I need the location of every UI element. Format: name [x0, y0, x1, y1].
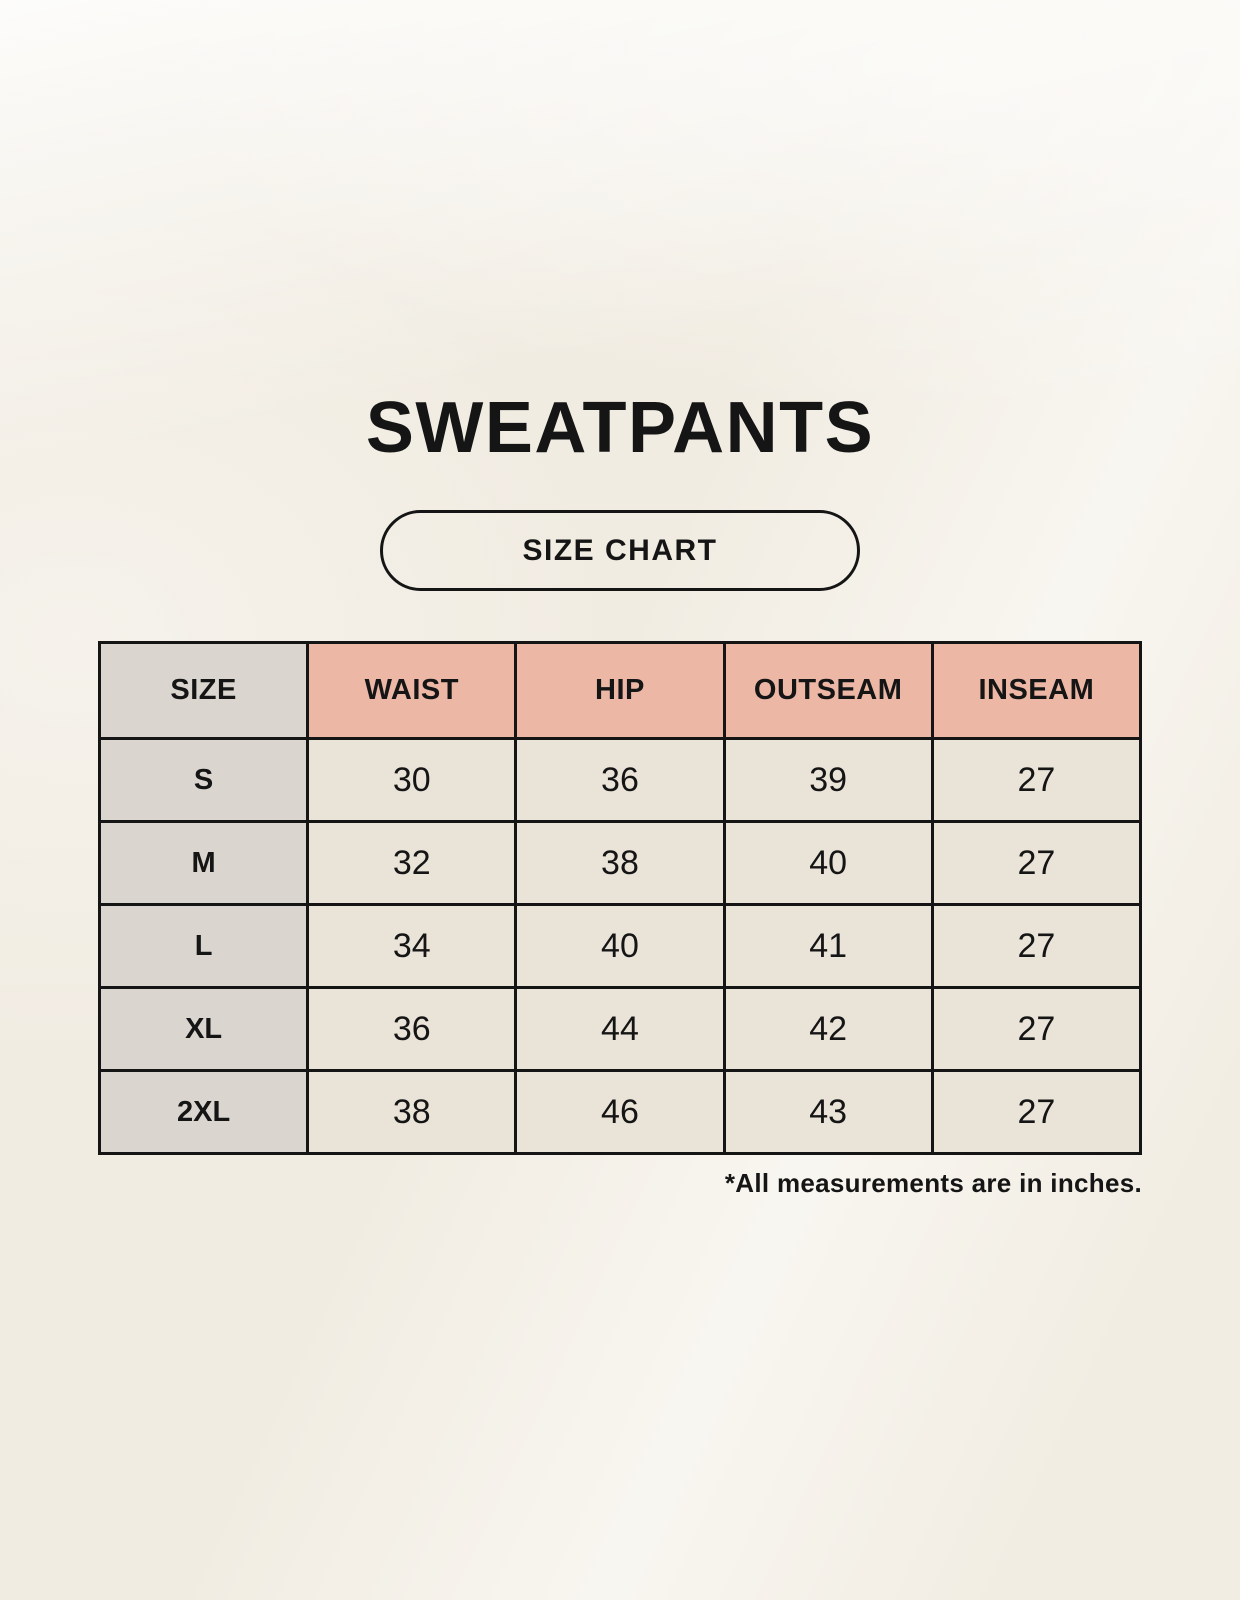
- row-label-2xl: 2XL: [97, 1069, 310, 1155]
- cell-l-waist: 34: [306, 903, 518, 989]
- row-label-s: S: [97, 737, 310, 823]
- table-row-s: S 30 36 39 27: [97, 737, 1143, 823]
- cell-xl-inseam: 27: [930, 986, 1143, 1072]
- cell-xl-waist: 36: [306, 986, 518, 1072]
- cell-s-inseam: 27: [930, 737, 1143, 823]
- cell-2xl-outseam: 43: [722, 1069, 934, 1155]
- cell-l-hip: 40: [514, 903, 726, 989]
- cell-s-outseam: 39: [722, 737, 934, 823]
- size-chart-button[interactable]: SIZE CHART: [380, 510, 860, 591]
- table-row-l: L 34 40 41 27: [97, 903, 1143, 989]
- header-outseam: OUTSEAM: [722, 641, 934, 740]
- cell-s-waist: 30: [306, 737, 518, 823]
- cell-2xl-waist: 38: [306, 1069, 518, 1155]
- cell-m-outseam: 40: [722, 820, 934, 906]
- header-size: SIZE: [97, 641, 310, 740]
- header-waist: WAIST: [306, 641, 518, 740]
- header-row: SIZE WAIST HIP OUTSEAM INSEAM: [97, 641, 1143, 740]
- header-hip: HIP: [514, 641, 726, 740]
- table-body: S 30 36 39 27 M 32 38 40 27 L 34 40 41 2…: [97, 737, 1143, 1155]
- row-label-l: L: [97, 903, 310, 989]
- row-label-m: M: [97, 820, 310, 906]
- cell-m-hip: 38: [514, 820, 726, 906]
- table-row-2xl: 2XL 38 46 43 27: [97, 1069, 1143, 1155]
- cell-2xl-inseam: 27: [930, 1069, 1143, 1155]
- cell-m-waist: 32: [306, 820, 518, 906]
- table-row-xl: XL 36 44 42 27: [97, 986, 1143, 1072]
- cell-s-hip: 36: [514, 737, 726, 823]
- page-title: SWEATPANTS: [365, 388, 875, 468]
- size-chart-table: SIZE WAIST HIP OUTSEAM INSEAM S 30 36 39…: [97, 641, 1143, 1155]
- cell-m-inseam: 27: [930, 820, 1143, 906]
- row-label-xl: XL: [97, 986, 310, 1072]
- table-header: SIZE WAIST HIP OUTSEAM INSEAM: [97, 641, 1143, 740]
- cell-l-inseam: 27: [930, 903, 1143, 989]
- size-chart-button-label: SIZE CHART: [522, 533, 718, 567]
- cell-2xl-hip: 46: [514, 1069, 726, 1155]
- cell-xl-hip: 44: [514, 986, 726, 1072]
- table-row-m: M 32 38 40 27: [97, 820, 1143, 906]
- cell-xl-outseam: 42: [722, 986, 934, 1072]
- cell-l-outseam: 41: [722, 903, 934, 989]
- header-inseam: INSEAM: [930, 641, 1143, 740]
- measurement-note: *All measurements are in inches.: [724, 1168, 1142, 1198]
